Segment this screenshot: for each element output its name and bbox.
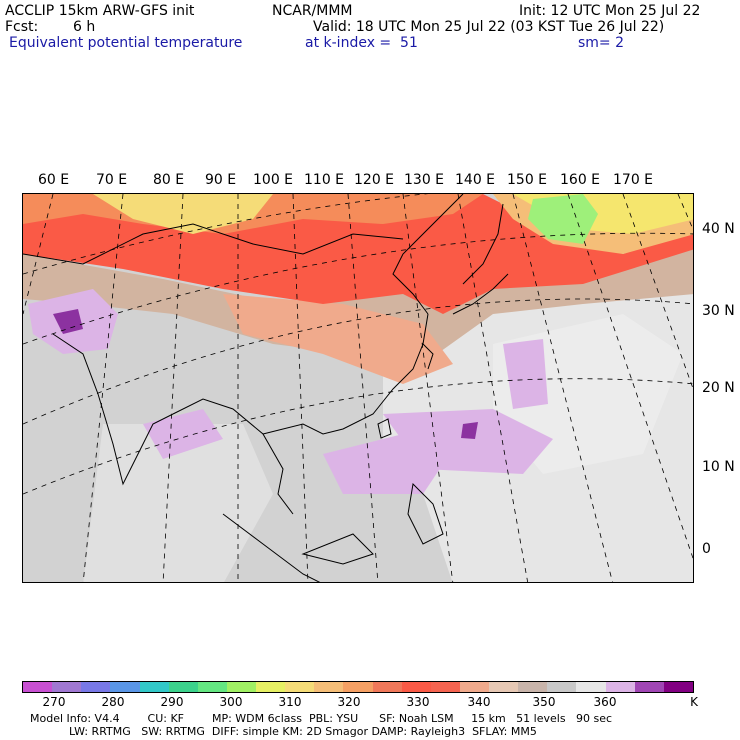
- colorbar-tick-label: 330: [406, 695, 430, 709]
- model-info-line2: LW: RRTMG SW: RRTMG DIFF: simple KM: 2D …: [69, 725, 537, 738]
- colorbar-swatch: [285, 682, 315, 692]
- longitude-label: 90 E: [205, 172, 237, 188]
- longitude-label: 150 E: [507, 172, 548, 188]
- longitude-label: 80 E: [153, 172, 185, 188]
- colorbar-swatch: [52, 682, 82, 692]
- map-svg: [23, 194, 693, 582]
- graticule: [23, 194, 693, 582]
- colorbar-tick-label: 350: [532, 695, 556, 709]
- model-info-line1: Model Info: V4.4 CU: KF MP: WDM 6class P…: [30, 712, 613, 725]
- colorbar-swatch: [489, 682, 519, 692]
- colorbar-swatch: [605, 682, 635, 692]
- longitude-label: 160 E: [560, 172, 601, 188]
- latitude-label: 20 N: [702, 380, 735, 396]
- colorbar-swatch: [110, 682, 140, 692]
- colorbar-tick-label: K: [690, 695, 698, 709]
- colorbar-tick-label: 300: [219, 695, 243, 709]
- colorbar-swatch: [518, 682, 548, 692]
- level-index: at k-index = 51: [305, 35, 418, 51]
- smoothing-label: sm= 2: [578, 35, 625, 51]
- salmon-band: [223, 294, 453, 384]
- colorbar-swatch: [547, 682, 577, 692]
- colorbar-swatch: [372, 682, 402, 692]
- field-name: Equivalent potential temperature: [9, 35, 243, 51]
- purple-patch: [53, 309, 83, 334]
- colorbar-swatch: [256, 682, 286, 692]
- latitude-label: 0: [702, 541, 711, 557]
- colorbar-tick-label: 290: [160, 695, 184, 709]
- light-gray-region-2: [83, 424, 273, 582]
- colorbar-swatch: [576, 682, 606, 692]
- colorbar-tick-label: 340: [467, 695, 491, 709]
- latitude-label: 30 N: [702, 303, 735, 319]
- colorbar-tick-label: 280: [101, 695, 125, 709]
- colorbar-swatch: [343, 682, 373, 692]
- longitude-label: 60 E: [38, 172, 70, 188]
- colorbar-tick-label: 270: [42, 695, 66, 709]
- longitude-label: 140 E: [455, 172, 496, 188]
- colorbar-swatch: [139, 682, 169, 692]
- colorbar-swatch: [23, 682, 53, 692]
- longitude-label: 110 E: [304, 172, 345, 188]
- latitude-label: 40 N: [702, 221, 735, 237]
- colorbar-swatch: [663, 682, 693, 692]
- yellow-band: [93, 194, 273, 234]
- model-title: ACCLIP 15km ARW-GFS init: [5, 3, 195, 19]
- colorbar-tick-label: 320: [337, 695, 361, 709]
- colorbar-swatch: [226, 682, 256, 692]
- colorbar-swatch: [314, 682, 344, 692]
- colorbar-swatch: [459, 682, 489, 692]
- colorbar-swatch: [81, 682, 111, 692]
- colorbar-swatch: [430, 682, 460, 692]
- organization-label: NCAR/MMM: [272, 3, 353, 19]
- colorbar-tick-label: 360: [593, 695, 617, 709]
- theta-e-map: [22, 193, 694, 583]
- forecast-label: Fcst:: [5, 19, 39, 35]
- longitude-label: 120 E: [354, 172, 395, 188]
- valid-time: Valid: 18 UTC Mon 25 Jul 22 (03 KST Tue …: [313, 19, 665, 35]
- colorbar-swatch: [401, 682, 431, 692]
- longitude-label: 70 E: [96, 172, 128, 188]
- green-blob: [528, 194, 598, 244]
- colorbar-swatch: [197, 682, 227, 692]
- longitude-label: 100 E: [253, 172, 294, 188]
- colorbar-tick-label: 310: [278, 695, 302, 709]
- longitude-label: 130 E: [404, 172, 445, 188]
- coastlines: [23, 194, 509, 582]
- forecast-hours: 6 h: [73, 19, 96, 35]
- longitude-label: 170 E: [613, 172, 654, 188]
- init-time: Init: 12 UTC Mon 25 Jul 22: [519, 3, 701, 19]
- colorbar: [22, 681, 694, 693]
- colorbar-swatch: [634, 682, 664, 692]
- latitude-label: 10 N: [702, 459, 735, 475]
- colorbar-swatch: [168, 682, 198, 692]
